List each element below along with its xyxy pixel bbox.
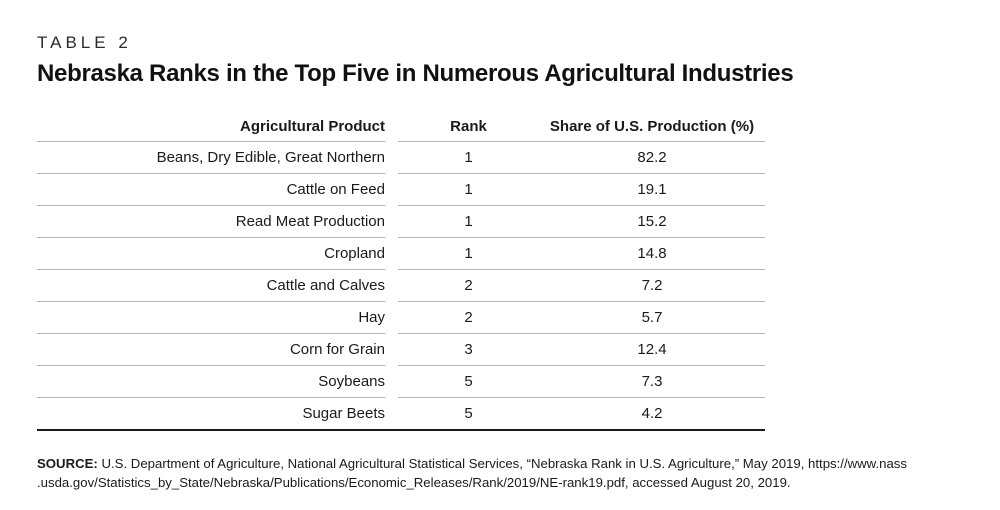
column-divider-gap [385,302,398,334]
cell-product: Cattle on Feed [37,173,385,206]
column-divider-gap [385,112,398,142]
table-row: Sugar Beets 5 4.2 [37,398,765,431]
column-divider-gap [385,270,398,302]
table-row: Soybeans 5 7.3 [37,365,765,398]
source-note: SOURCE: U.S. Department of Agriculture, … [37,454,963,492]
cell-product: Read Meat Production [37,205,385,238]
cell-share: 82.2 [539,141,765,174]
cell-share: 7.3 [539,365,765,398]
column-header-share: Share of U.S. Production (%) [539,112,765,142]
table-row: Cattle and Calves 2 7.2 [37,269,765,302]
source-line-1: SOURCE: U.S. Department of Agriculture, … [37,454,963,473]
cell-product: Corn for Grain [37,333,385,366]
table-title: Nebraska Ranks in the Top Five in Numero… [37,60,794,87]
column-divider-gap [385,238,398,270]
cell-product: Soybeans [37,365,385,398]
column-divider-gap [385,334,398,366]
agricultural-rankings-table: Agricultural Product Rank Share of U.S. … [37,112,765,431]
column-divider-gap [385,398,398,431]
cell-rank: 1 [398,173,539,206]
table-label: TABLE 2 [37,33,132,52]
cell-share: 14.8 [539,237,765,270]
table-header-row: Agricultural Product Rank Share of U.S. … [37,112,765,142]
cell-product: Hay [37,301,385,334]
column-divider-gap [385,174,398,206]
cell-rank: 1 [398,237,539,270]
column-header-agricultural-product: Agricultural Product [37,112,385,142]
table-row: Corn for Grain 3 12.4 [37,333,765,366]
cell-product: Sugar Beets [302,405,385,422]
table-row: Cropland 1 14.8 [37,237,765,270]
source-text-line1: U.S. Department of Agriculture, National… [101,456,907,471]
cell-rank: 5 [464,405,473,422]
cell-share: 12.4 [539,333,765,366]
cell-rank: 2 [398,269,539,302]
cell-rank: 3 [398,333,539,366]
cell-share: 5.7 [539,301,765,334]
column-divider-gap [385,142,398,174]
cell-product: Cattle and Calves [37,269,385,302]
cell-product: Cropland [37,237,385,270]
cell-share: 15.2 [539,205,765,238]
cell-share: 19.1 [539,173,765,206]
cell-share: 7.2 [539,269,765,302]
cell-product: Beans, Dry Edible, Great Northern [37,141,385,174]
cell-share: 4.2 [641,405,663,422]
cell-rank: 5 [398,365,539,398]
source-line-2: .usda.gov/Statistics_by_State/Nebraska/P… [37,475,791,490]
cell-rank: 2 [398,301,539,334]
table-row: Beans, Dry Edible, Great Northern 1 82.2 [37,141,765,174]
column-divider-gap [385,206,398,238]
table-row: Hay 2 5.7 [37,301,765,334]
table-row: Read Meat Production 1 15.2 [37,205,765,238]
column-header-rank: Rank [398,112,539,142]
cell-rank: 1 [398,205,539,238]
cell-rank: 1 [398,141,539,174]
source-label: SOURCE: [37,456,98,471]
table-row: Cattle on Feed 1 19.1 [37,173,765,206]
column-divider-gap [385,366,398,398]
